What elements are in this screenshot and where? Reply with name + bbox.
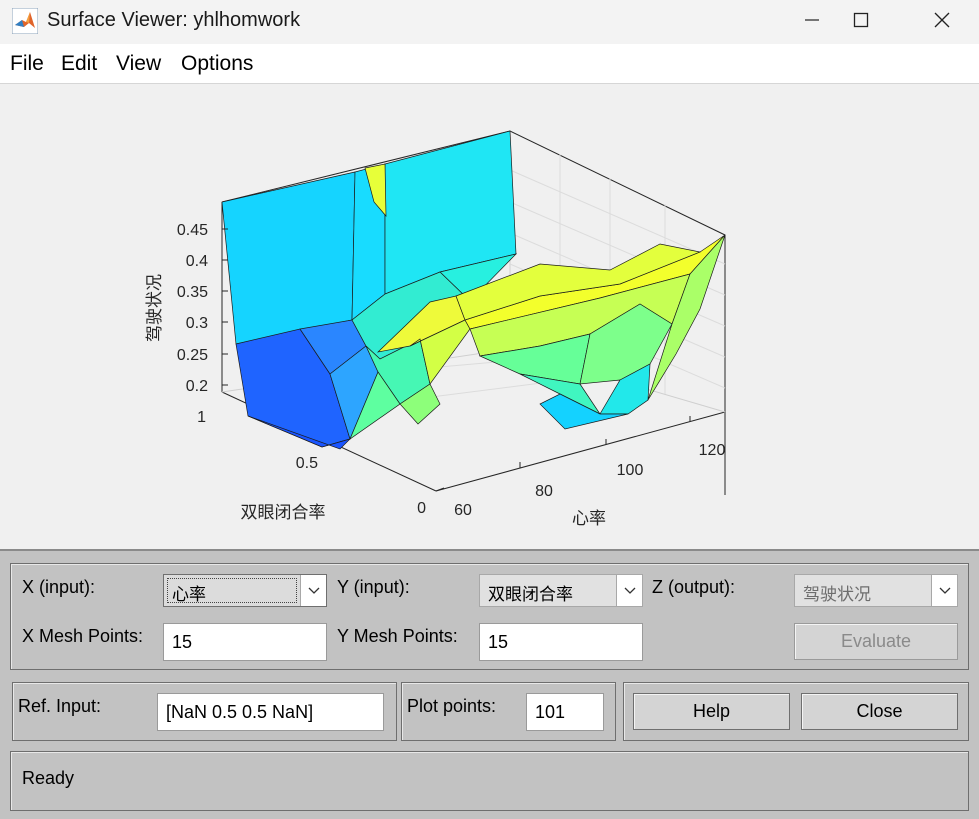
plot-points-label: Plot points: [407,696,497,716]
x-axis-label: 心率 [572,509,606,529]
close-window-button[interactable] [910,0,974,40]
z-output-value: 驾驶状况 [803,585,871,605]
maximize-icon [853,12,869,28]
z-tick: 0.45 [177,222,208,239]
y-input-label: Y (input): [337,577,410,597]
z-axis-label: 驾驶状况 [145,274,165,342]
menu-options[interactable]: Options [181,52,254,75]
menu-view[interactable]: View [116,52,162,75]
help-button[interactable]: Help [633,693,790,730]
plot-points-panel: Plot points: 101 [401,682,616,741]
evaluate-button[interactable]: Evaluate [794,623,958,660]
status-text: Ready [22,768,75,788]
action-buttons-panel: Help Close [623,682,969,741]
status-panel: Ready [10,751,969,811]
plot-points-input[interactable]: 101 [526,693,604,731]
z-output-select[interactable]: 驾驶状况 [794,574,958,607]
z-tick: 0.4 [186,253,208,270]
y-axis-label: 双眼闭合率 [241,503,326,523]
title-bar: Surface Viewer: yhlhomwork [0,0,979,44]
menu-edit[interactable]: Edit [61,52,98,75]
surface-mesh [221,130,726,450]
x-tick: 80 [535,483,553,500]
chevron-down-icon [616,575,642,606]
matlab-logo-icon [12,8,38,34]
control-panel: X (input): 心率 Y (input): 双眼闭合率 Z (output… [0,549,979,819]
z-tick: 0.25 [177,347,208,364]
ref-input-panel: Ref. Input: [NaN 0.5 0.5 NaN] [12,682,397,741]
z-tick: 0.2 [186,378,208,395]
x-input-value: 心率 [172,585,206,605]
y-input-select[interactable]: 双眼闭合率 [479,574,643,607]
x-input-select[interactable]: 心率 [163,574,327,607]
input-selection-panel: X (input): 心率 Y (input): 双眼闭合率 Z (output… [10,563,969,670]
y-input-value: 双眼闭合率 [488,585,573,605]
surface-plot-area: 0.45 0.4 0.35 0.3 0.25 0.2 1 0.5 0 60 80… [0,84,979,550]
y-mesh-input[interactable]: 15 [479,623,643,661]
menu-file[interactable]: File [10,52,44,75]
x-mesh-label: X Mesh Points: [22,626,144,646]
surface-plot[interactable]: 0.45 0.4 0.35 0.3 0.25 0.2 1 0.5 0 60 80… [0,84,979,550]
y-tick: 0.5 [296,455,318,472]
chevron-down-icon [931,575,957,606]
z-output-label: Z (output): [652,577,736,597]
close-button[interactable]: Close [801,693,958,730]
x-input-label: X (input): [22,577,96,597]
y-tick: 0 [417,500,426,517]
y-tick: 1 [197,409,206,426]
y-mesh-label: Y Mesh Points: [337,626,458,646]
ref-input-label: Ref. Input: [18,696,102,716]
chevron-down-icon [300,575,326,606]
z-tick: 0.3 [186,315,208,332]
close-icon [934,12,950,28]
maximize-button[interactable] [829,0,893,40]
x-tick: 120 [699,442,726,459]
x-mesh-input[interactable]: 15 [163,623,327,661]
z-tick: 0.35 [177,284,208,301]
window-title: Surface Viewer: yhlhomwork [47,9,301,31]
minimize-icon [805,19,819,21]
x-tick: 60 [454,502,472,519]
menu-bar: File Edit View Options [0,44,979,84]
minimize-button[interactable] [780,0,844,40]
tick-marks [222,228,691,492]
focus-outline [167,578,297,603]
ref-input-field[interactable]: [NaN 0.5 0.5 NaN] [157,693,384,731]
x-tick: 100 [617,462,644,479]
